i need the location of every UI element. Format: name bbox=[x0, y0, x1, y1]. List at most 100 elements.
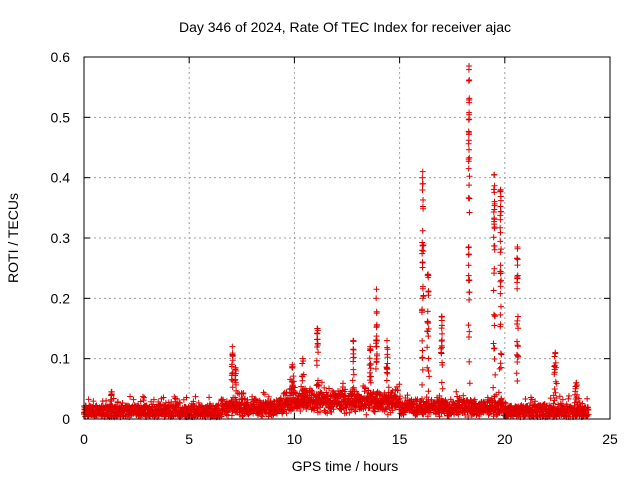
data-point bbox=[584, 395, 591, 402]
data-point bbox=[232, 400, 239, 407]
data-point bbox=[490, 340, 497, 347]
data-point bbox=[190, 398, 197, 405]
data-point bbox=[423, 394, 430, 401]
data-point bbox=[195, 399, 202, 406]
data-point bbox=[303, 406, 310, 413]
y-tick-label: 0.1 bbox=[51, 351, 71, 367]
data-point bbox=[551, 371, 558, 378]
data-point bbox=[368, 391, 375, 398]
data-point bbox=[176, 399, 183, 406]
data-point bbox=[439, 330, 446, 337]
data-point bbox=[350, 358, 357, 365]
data-point bbox=[414, 411, 421, 418]
data-point bbox=[419, 247, 426, 254]
data-point bbox=[419, 366, 426, 373]
data-point bbox=[373, 295, 380, 302]
data-point bbox=[85, 396, 92, 403]
data-point bbox=[367, 360, 374, 367]
y-axis-label: ROTI / TECUs bbox=[5, 193, 21, 283]
data-point bbox=[350, 337, 357, 344]
data-point bbox=[419, 306, 426, 313]
data-point bbox=[318, 379, 325, 386]
data-point bbox=[192, 393, 199, 400]
data-point bbox=[497, 238, 504, 245]
data-point bbox=[244, 399, 251, 406]
y-tick-label: 0.4 bbox=[51, 170, 71, 186]
data-point bbox=[498, 246, 505, 253]
data-point bbox=[349, 377, 356, 384]
data-point bbox=[425, 288, 432, 295]
data-point bbox=[299, 355, 306, 362]
data-point bbox=[229, 384, 236, 391]
data-point bbox=[498, 277, 505, 284]
data-point bbox=[465, 277, 472, 284]
data-point bbox=[289, 361, 296, 368]
data-point bbox=[232, 379, 239, 386]
data-point bbox=[384, 354, 391, 361]
data-point bbox=[365, 387, 372, 394]
data-point bbox=[277, 395, 284, 402]
x-tick-label: 10 bbox=[287, 431, 303, 447]
data-point bbox=[491, 171, 498, 178]
data-point bbox=[438, 338, 445, 345]
y-tick-label: 0 bbox=[62, 411, 70, 427]
data-point bbox=[571, 399, 578, 406]
data-point bbox=[551, 363, 558, 370]
data-point bbox=[490, 186, 497, 193]
x-axis-label: GPS time / hours bbox=[292, 458, 399, 474]
x-tick-label: 20 bbox=[497, 431, 513, 447]
data-point bbox=[573, 379, 580, 386]
data-point bbox=[137, 398, 144, 405]
data-point bbox=[108, 398, 115, 405]
data-point bbox=[298, 395, 305, 402]
data-point bbox=[313, 357, 320, 364]
data-point bbox=[438, 325, 445, 332]
data-point bbox=[425, 355, 432, 362]
data-point bbox=[229, 343, 236, 350]
data-point bbox=[424, 308, 431, 315]
data-point bbox=[373, 337, 380, 344]
data-point bbox=[465, 128, 472, 135]
data-point bbox=[529, 396, 536, 403]
data-point bbox=[514, 244, 521, 251]
data-point bbox=[346, 409, 353, 416]
data-point bbox=[436, 413, 443, 420]
data-point bbox=[426, 373, 433, 380]
data-point bbox=[362, 385, 369, 392]
data-point bbox=[385, 384, 392, 391]
data-point bbox=[299, 399, 306, 406]
data-point bbox=[394, 387, 401, 394]
data-point bbox=[497, 283, 504, 290]
y-tick-label: 0.2 bbox=[51, 290, 71, 306]
data-point bbox=[425, 333, 432, 340]
data-point bbox=[497, 311, 504, 318]
data-point bbox=[351, 407, 358, 414]
data-point bbox=[233, 396, 240, 403]
data-point bbox=[351, 391, 358, 398]
data-point bbox=[497, 186, 504, 193]
data-point bbox=[455, 411, 462, 418]
data-point bbox=[376, 392, 383, 399]
data-point bbox=[350, 366, 357, 373]
data-point bbox=[438, 379, 445, 386]
data-point bbox=[419, 203, 426, 210]
data-point bbox=[514, 353, 521, 360]
data-point bbox=[565, 392, 572, 399]
data-point bbox=[438, 344, 445, 351]
data-point bbox=[425, 367, 432, 374]
data-point bbox=[313, 382, 320, 389]
data-point bbox=[419, 187, 426, 194]
data-point bbox=[466, 63, 473, 70]
data-point bbox=[419, 227, 426, 234]
data-point bbox=[373, 395, 380, 402]
data-point bbox=[350, 350, 357, 357]
data-point bbox=[466, 328, 473, 335]
x-tick-label: 25 bbox=[602, 431, 618, 447]
data-point bbox=[522, 396, 529, 403]
data-point bbox=[514, 338, 521, 345]
data-point bbox=[502, 399, 509, 406]
data-point bbox=[514, 285, 521, 292]
data-point bbox=[515, 325, 522, 332]
data-point bbox=[438, 313, 445, 320]
